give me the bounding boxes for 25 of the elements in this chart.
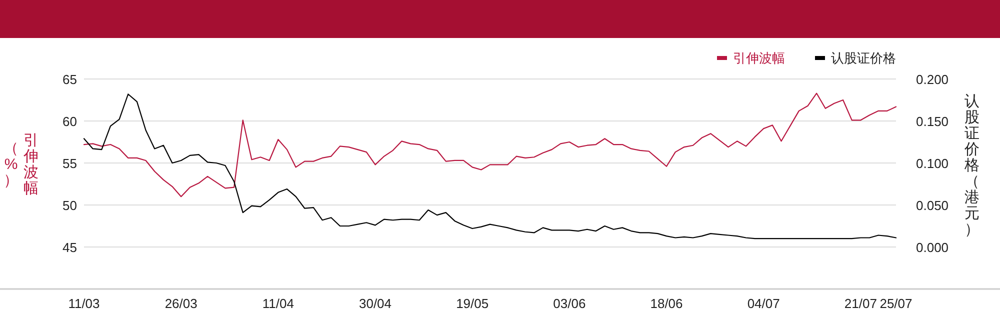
y2-tick-label: 0.050 [916,198,949,213]
y-tick-label: 55 [62,156,77,171]
y2-tick-label: 0.100 [916,156,949,171]
x-tick-label: 04/07 [747,296,780,311]
y2-tick-label: 0.000 [916,240,949,255]
x-tick-label: 26/03 [164,296,198,311]
x-tick-label: 11/03 [68,296,100,311]
x-tick-label: 18/06 [650,296,683,311]
x-tick-label: 25/07 [880,296,912,311]
y2-tick-label: 0.200 [916,72,949,87]
text: 认股证价格（港元） [964,93,980,238]
x-tick-label: 19/05 [456,296,489,311]
y-tick-label: 45 [62,240,77,255]
line-series [83,92,897,198]
y-tick-label: 65 [62,72,77,87]
x-tick-label: 03/06 [553,296,586,311]
x-tick-label: 11/04 [262,296,294,311]
y-tick-label: 50 [62,198,77,213]
line-series [83,94,897,240]
y2-tick-label: 0.150 [916,114,949,129]
x-tick-label: 21/07 [844,296,877,311]
legend-label: 引伸波幅 [733,50,785,66]
y-tick-label: 60 [62,114,77,129]
x-tick-label: 30/04 [358,296,392,311]
legend-label: 认股证价格 [831,50,896,66]
